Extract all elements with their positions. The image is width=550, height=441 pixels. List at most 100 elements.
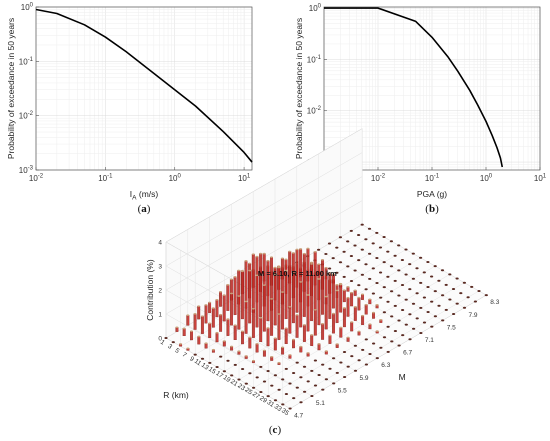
bar-base	[343, 376, 347, 379]
bar-shade	[241, 331, 243, 344]
bar-base	[346, 265, 350, 268]
bar-base	[237, 378, 241, 381]
bar-base	[404, 273, 408, 276]
bar-top	[266, 259, 270, 262]
bar-shade	[379, 319, 381, 323]
bar-shade	[252, 254, 254, 313]
bar-base	[321, 388, 325, 391]
bar-top	[288, 305, 292, 308]
bar-top	[255, 342, 259, 345]
bar-base	[426, 286, 430, 288]
bar-shade	[329, 335, 330, 344]
bar-top	[302, 252, 306, 255]
bar-base	[415, 267, 419, 270]
bar-base	[342, 275, 346, 278]
bar-shade	[303, 324, 305, 342]
bar-base	[364, 288, 368, 291]
bar-base	[393, 254, 397, 257]
y-axis-label: Probability of exceedance in 50 years	[6, 18, 16, 159]
bar-shade	[197, 336, 199, 345]
bars	[164, 223, 488, 410]
bar-base	[306, 380, 310, 383]
bar-shade	[325, 351, 327, 355]
bar-top	[277, 266, 281, 269]
y-tick-label: 10-1	[307, 55, 322, 65]
bar-top	[211, 307, 215, 309]
bar-shade	[339, 327, 341, 338]
bar-shade	[194, 313, 196, 330]
bar-base	[470, 285, 474, 288]
x-tick-label: 10-1	[425, 174, 440, 184]
x-tick-label: 101	[534, 174, 547, 184]
bar-top	[186, 314, 190, 317]
bar-shade	[201, 316, 203, 334]
bar-shade	[354, 306, 356, 321]
bar-shade	[248, 270, 250, 324]
bar-top	[248, 336, 252, 339]
bar-shade	[216, 332, 217, 342]
bar-top	[291, 252, 295, 254]
bar-base	[328, 367, 332, 370]
bar-base	[419, 281, 423, 284]
bar-base	[422, 321, 427, 324]
bar-base	[353, 244, 357, 247]
bar-base	[400, 258, 404, 261]
bar-shade	[332, 313, 334, 334]
bar-base	[386, 250, 390, 253]
bar-base	[292, 372, 296, 375]
bar-shade	[281, 258, 283, 305]
bar-base	[313, 384, 318, 387]
m-tick-label: 7.1	[425, 337, 434, 344]
z-gridline	[165, 241, 291, 313]
bar-top	[281, 291, 284, 293]
bar-base	[452, 313, 456, 316]
bar-base	[382, 336, 387, 339]
bar	[226, 318, 230, 336]
panel-caption: (c)	[269, 424, 282, 436]
bar-top	[328, 272, 332, 274]
bar-shade	[259, 317, 261, 342]
bar-base	[440, 269, 445, 272]
bar-shade	[274, 274, 276, 326]
bar-top	[335, 343, 339, 345]
bar-shade	[219, 314, 221, 332]
bar-shade	[205, 343, 207, 349]
bar-shade	[208, 302, 210, 313]
bar-top	[252, 359, 255, 362]
bar-base	[379, 346, 383, 349]
bar-shade	[245, 301, 247, 334]
bar-base	[226, 359, 230, 362]
y-tick-label: 100	[21, 3, 34, 13]
bar-top	[350, 321, 354, 323]
bar-base	[193, 353, 197, 356]
bar-top	[186, 347, 190, 350]
z-tick-label: 2	[158, 288, 162, 295]
bar-base	[415, 292, 419, 295]
bar-shade	[245, 355, 247, 359]
bar-base	[357, 259, 361, 262]
bar-base	[338, 261, 343, 264]
bar-top	[251, 253, 255, 255]
bar	[248, 337, 252, 349]
r-tick-label: 3	[166, 343, 173, 351]
bar-base	[295, 386, 299, 389]
bar-top	[204, 342, 208, 345]
bar-top	[262, 252, 266, 255]
bar-top	[306, 352, 310, 354]
m-tick-label: 7.9	[469, 312, 478, 319]
x-tick-label: 100	[480, 174, 493, 184]
bar-base	[422, 271, 426, 274]
bar-shade	[223, 341, 225, 347]
x-tick-label: 10-1	[98, 174, 113, 184]
bar	[273, 274, 277, 326]
bar	[262, 350, 266, 357]
bar-base	[262, 380, 267, 383]
bar-shade	[350, 322, 352, 332]
bar-shade	[237, 270, 239, 305]
bar-shade	[347, 286, 348, 292]
bar-shade	[307, 294, 308, 332]
bar-base	[371, 267, 375, 270]
bar-shade	[354, 290, 356, 296]
bar	[186, 315, 190, 326]
bar-shade	[219, 291, 221, 307]
